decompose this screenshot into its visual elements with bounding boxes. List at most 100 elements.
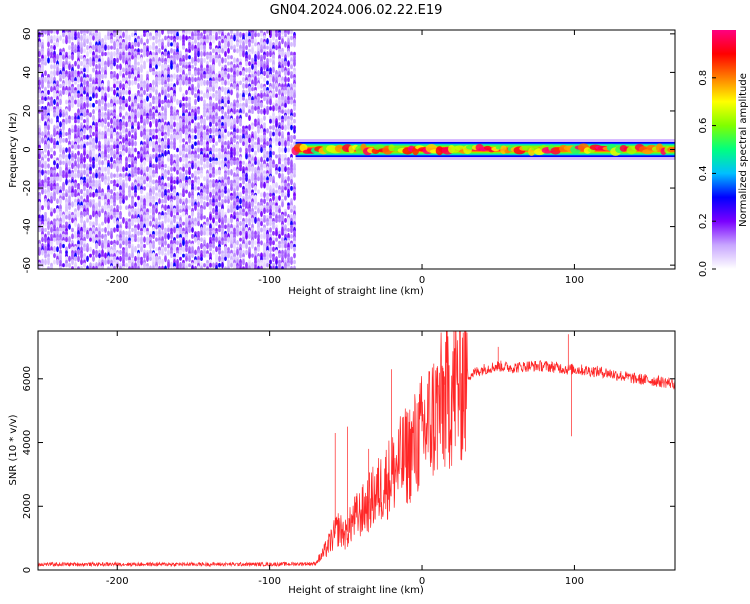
heatmap-cell (170, 261, 173, 269)
heatmap-cell (173, 179, 176, 185)
heatmap-cell (74, 48, 77, 54)
heatmap-cell (50, 64, 53, 70)
heatmap-cell (110, 109, 113, 114)
heatmap-cell (278, 35, 281, 41)
heatmap-cell (245, 112, 248, 118)
heatmap-cell (233, 131, 236, 137)
heatmap-cell (80, 115, 83, 121)
heatmap-cell (149, 115, 152, 121)
heatmap-cell (254, 216, 257, 224)
heatmap-cell (158, 130, 161, 138)
heatmap-cell (41, 54, 44, 60)
heatmap-cell (266, 183, 269, 188)
heatmap-cell (77, 83, 80, 89)
heatmap-cell (215, 35, 218, 41)
heatmap-cell (290, 259, 293, 265)
heatmap-cell (62, 192, 65, 198)
heatmap-cell (122, 67, 125, 73)
heatmap-cell (152, 79, 155, 86)
heatmap-cell (287, 67, 290, 73)
heatmap-cell (80, 67, 83, 73)
heatmap-cell (248, 188, 251, 195)
heatmap-cell (284, 114, 287, 122)
heatmap-cell (110, 149, 113, 157)
heatmap-cell (194, 30, 197, 34)
heatmap-cell (41, 66, 44, 74)
heatmap-cell (248, 66, 251, 74)
heatmap-cell (221, 121, 224, 127)
heatmap-cell (89, 60, 92, 67)
heatmap-cell (131, 128, 134, 133)
heatmap-cell (155, 71, 158, 76)
heatmap-cell (212, 92, 215, 99)
heatmap-cell (98, 122, 101, 127)
heatmap-cell (287, 140, 290, 147)
heatmap-cell (290, 74, 293, 79)
heatmap-cell (92, 67, 95, 73)
heatmap-cell (113, 153, 116, 160)
heatmap-cell (284, 166, 287, 173)
heatmap-cell (173, 195, 176, 201)
heatmap-cell (44, 86, 47, 92)
heatmap-cell (74, 261, 77, 269)
heatmap-cell (167, 218, 170, 223)
heatmap-cell (212, 137, 215, 144)
heatmap-cell (107, 146, 110, 154)
heatmap-cell (227, 99, 230, 105)
heatmap-cell (254, 233, 257, 239)
heatmap-cell (266, 71, 269, 76)
heatmap-cell (173, 143, 176, 151)
heatmap-cell (290, 99, 293, 105)
heatmap-cell (188, 89, 191, 95)
heatmap-cell (164, 232, 167, 240)
heatmap-cell (245, 233, 248, 240)
heatmap-cell (125, 103, 128, 108)
heatmap-cell (248, 252, 251, 259)
heatmap-cell (83, 247, 86, 252)
heatmap-cell (269, 214, 272, 220)
heatmap-cell (80, 179, 83, 185)
heatmap-cell (221, 119, 224, 124)
heatmap-cell (176, 98, 179, 106)
heatmap-cell (260, 128, 263, 134)
heatmap-cell (266, 194, 269, 202)
heatmap-cell (134, 140, 137, 147)
heatmap-cell (122, 166, 125, 173)
heatmap-cell (230, 168, 233, 176)
heatmap-cell (92, 108, 95, 115)
heatmap-cell (53, 245, 56, 253)
heatmap-cell (44, 200, 47, 208)
heatmap-cell (71, 53, 74, 61)
heatmap-cell (38, 98, 41, 106)
heatmap-cell (251, 87, 254, 92)
heatmap-cell (197, 115, 200, 121)
heatmap-cell (38, 79, 41, 86)
heatmap-cell (239, 230, 242, 236)
heatmap-cell (62, 224, 65, 230)
heatmap-cell (77, 102, 80, 108)
heatmap-cell (128, 170, 131, 175)
heatmap-cell (89, 156, 92, 163)
heatmap-cell (116, 57, 119, 64)
heatmap-cell (218, 217, 221, 224)
heatmap-cell (203, 79, 206, 86)
heatmap-cell (191, 172, 194, 179)
heatmap-cell (221, 86, 224, 93)
heatmap-cell (260, 192, 263, 198)
heatmap-cell (239, 31, 242, 38)
heatmap-cell (215, 221, 218, 227)
heatmap-cell (158, 80, 161, 85)
heatmap-cell (104, 95, 107, 102)
heatmap-cell (185, 189, 188, 194)
heatmap-cell (293, 246, 296, 252)
heatmap-cell (89, 214, 92, 220)
heatmap-cell (65, 79, 68, 86)
heatmap-cell (239, 214, 242, 220)
heatmap-cell (92, 163, 95, 169)
heatmap-cell (71, 192, 74, 198)
heatmap-cell (242, 138, 245, 143)
heatmap-cell (98, 265, 101, 269)
heatmap-cell (293, 240, 296, 245)
heatmap-cell (257, 176, 260, 182)
